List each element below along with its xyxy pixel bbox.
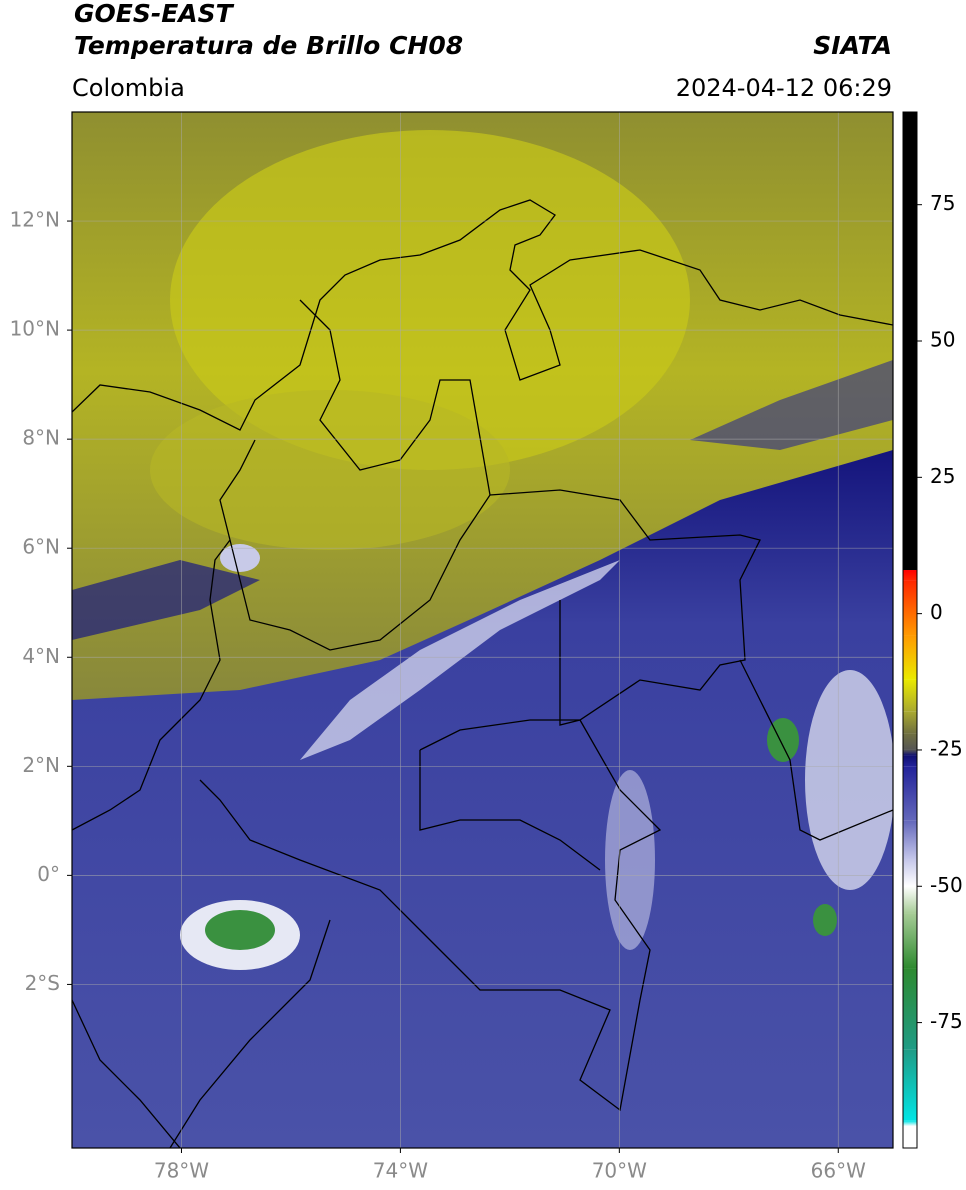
x-tick-label: 78°W (154, 1159, 209, 1183)
satellite-image (72, 112, 893, 1148)
colorbar-segment (903, 733, 917, 750)
x-tick-label: 74°W (373, 1159, 428, 1183)
colorbar-segment (903, 679, 917, 712)
colorbar-tick-label: -25 (930, 736, 963, 760)
datetime-label: 2024-04-12 06:29 (676, 74, 892, 102)
colorbar-segment (903, 580, 917, 636)
colorbar-segment (903, 749, 917, 756)
colorbar-segment (903, 1126, 917, 1148)
colorbar-segment (903, 635, 917, 680)
colorbar-segment (903, 859, 917, 887)
border (739, 659, 893, 841)
colorbar-segment (903, 755, 917, 767)
department-border (229, 299, 491, 651)
colorbar-tick-label: -75 (930, 1009, 963, 1033)
colorbar-tick-label: 50 (930, 328, 955, 352)
cold-cloud (805, 670, 893, 890)
colorbar (903, 112, 917, 1148)
coastline (72, 439, 256, 831)
very-cold-cloud (813, 904, 837, 936)
satellite-title: GOES-EAST (74, 0, 235, 28)
y-tick-label: 0° (37, 862, 60, 886)
cold-cloud (220, 544, 260, 572)
colorbar-tick-label: 0 (930, 600, 943, 624)
y-tick-label: 2°N (22, 753, 60, 777)
y-tick-label: 12°N (10, 208, 60, 232)
colorbar-segment (903, 1120, 917, 1127)
colorbar-segment (903, 820, 917, 860)
colorbar-tick-label: 25 (930, 464, 955, 488)
x-tick-label: 66°W (811, 1159, 866, 1183)
cold-cloud (300, 560, 620, 760)
warm-area (170, 130, 690, 470)
colorbar-segment (903, 570, 917, 581)
map-frame (71, 111, 894, 1149)
source-label: SIATA (813, 31, 892, 60)
y-tick-label: 4°N (22, 644, 60, 668)
colorbar-segment (903, 1049, 917, 1121)
coastline (72, 199, 893, 431)
warm-area (150, 390, 510, 550)
border (199, 719, 662, 1112)
colorbar-segment (903, 112, 917, 571)
colorbar-segment (903, 913, 917, 969)
department-border (419, 719, 601, 871)
colorbar-tick-label: -50 (930, 873, 963, 897)
y-tick-label: 10°N (10, 317, 60, 341)
colorbar-frame (902, 111, 918, 1149)
cold-cloud (605, 770, 655, 950)
y-tick-label: 8°N (22, 426, 60, 450)
cloud-top-cold (72, 450, 893, 1148)
colorbar-segment (903, 886, 917, 914)
product-title: Temperatura de Brillo CH08 (74, 31, 463, 60)
x-tick-label: 70°W (592, 1159, 647, 1183)
y-tick-label: 6°N (22, 535, 60, 559)
colorbar-segment (903, 711, 917, 734)
coastline (72, 919, 331, 1148)
region-label: Colombia (72, 74, 185, 102)
colorbar-segment (903, 766, 917, 821)
y-tick-label: 2°S (25, 971, 60, 995)
cold-band (690, 360, 893, 450)
border (489, 489, 761, 726)
colorbar-segment (903, 968, 917, 1050)
colorbar-tick-label: 75 (930, 191, 955, 215)
very-cold-cloud (205, 910, 275, 950)
